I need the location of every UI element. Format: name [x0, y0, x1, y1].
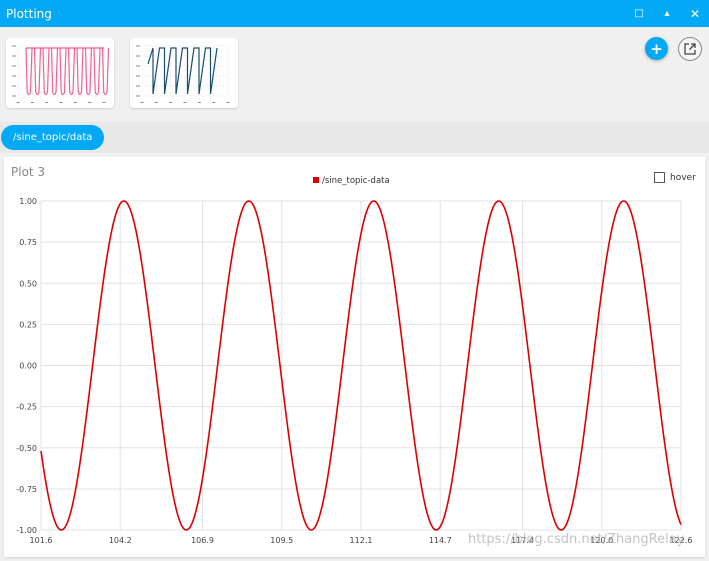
x-tick-label: 109.5	[270, 536, 293, 545]
close-button[interactable]: ✕	[689, 6, 701, 21]
thumb-tick	[136, 65, 140, 67]
maximize-button[interactable]: □	[634, 8, 644, 19]
thumb-tick	[12, 85, 16, 87]
thumb-tick	[45, 102, 49, 103]
window-titlebar: Plotting □ ▴ ✕	[0, 0, 709, 27]
thumb-tick	[136, 45, 140, 47]
window-title: Plotting	[6, 6, 52, 21]
thumb-tick	[136, 55, 140, 57]
x-tick-label: 106.9	[191, 536, 214, 545]
y-tick-label: 0.50	[19, 279, 37, 288]
hover-label: hover	[670, 172, 696, 183]
thumb-tick	[102, 102, 106, 103]
thumb-tick	[12, 75, 16, 77]
plot-thumbnail-strip	[0, 27, 709, 117]
y-tick-label: -1.00	[16, 526, 37, 535]
thumb-tick	[136, 75, 140, 77]
thumb-tick	[12, 65, 16, 67]
sine-chart[interactable]: 101.6 104.2 106.9 109.5 112.1 114.7 117.4 120.0…	[0, 157, 709, 557]
topic-bar: /sine_topic/data	[0, 122, 709, 153]
thumb-tick	[212, 102, 216, 103]
thumb-tick	[226, 102, 230, 103]
popout-icon	[684, 43, 696, 55]
x-tick-label: 112.1	[350, 536, 373, 545]
thumb-tick	[30, 102, 34, 103]
y-tick-label: 0.25	[19, 320, 37, 329]
thumb-tick	[197, 102, 201, 103]
minimize-button[interactable]: ▴	[664, 8, 670, 19]
thumb-tick	[88, 102, 92, 103]
plot-card: Plot 3 hover	[4, 157, 705, 557]
y-tick-label: -0.25	[16, 403, 37, 412]
topic-chip[interactable]: /sine_topic/data	[1, 125, 105, 150]
y-tick-label: 1.00	[19, 197, 37, 206]
thumb-tick	[73, 102, 77, 103]
plot-thumbnail-2[interactable]	[130, 38, 238, 108]
hover-toggle[interactable]: hover	[654, 172, 696, 183]
legend-swatch	[313, 177, 319, 183]
legend-label: /sine_topic-data	[322, 176, 390, 186]
thumb-tick	[12, 55, 16, 57]
y-tick-label: 0.75	[19, 238, 37, 247]
x-tick-label: 114.7	[429, 536, 452, 545]
thumb-tick	[169, 102, 173, 103]
thumb-tick	[154, 102, 158, 103]
hover-checkbox[interactable]	[654, 172, 665, 183]
y-tick-label: 0.00	[19, 362, 37, 371]
plot-title: Plot 3	[11, 165, 46, 179]
thumb-series	[147, 47, 218, 95]
x-tick-label: 104.2	[109, 536, 132, 545]
thumb-tick	[59, 102, 63, 103]
y-tick-label: -0.75	[16, 485, 37, 494]
x-tick-label: 101.6	[30, 536, 53, 545]
x-tick-label: 117.4	[511, 536, 534, 545]
thumb-tick	[12, 95, 16, 97]
add-plot-button[interactable]: +	[645, 37, 668, 60]
y-tick-label: -0.50	[16, 444, 37, 453]
series-line	[40, 200, 682, 531]
x-tick-label: 122.6	[670, 536, 693, 545]
x-tick-label: 120.0	[590, 536, 613, 545]
plot-thumbnail-1[interactable]	[6, 38, 114, 108]
popout-button[interactable]	[678, 37, 702, 61]
thumb-tick	[140, 102, 144, 103]
thumb-tick	[136, 95, 140, 97]
thumb-tick	[12, 45, 16, 47]
thumb-tick	[16, 102, 20, 103]
thumb-tick	[183, 102, 187, 103]
thumb-tick	[136, 85, 140, 87]
thumb-series	[25, 47, 110, 96]
